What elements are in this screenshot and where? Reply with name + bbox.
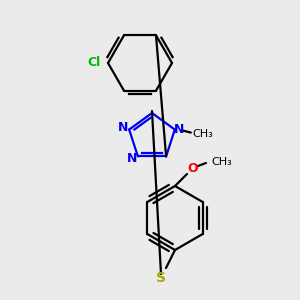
Text: CH₃: CH₃: [211, 157, 232, 167]
Text: Cl: Cl: [87, 56, 101, 70]
Text: O: O: [188, 161, 198, 175]
Text: N: N: [127, 152, 137, 165]
Text: CH₃: CH₃: [193, 129, 214, 139]
Text: S: S: [156, 271, 166, 285]
Text: N: N: [118, 121, 128, 134]
Text: N: N: [174, 123, 184, 136]
